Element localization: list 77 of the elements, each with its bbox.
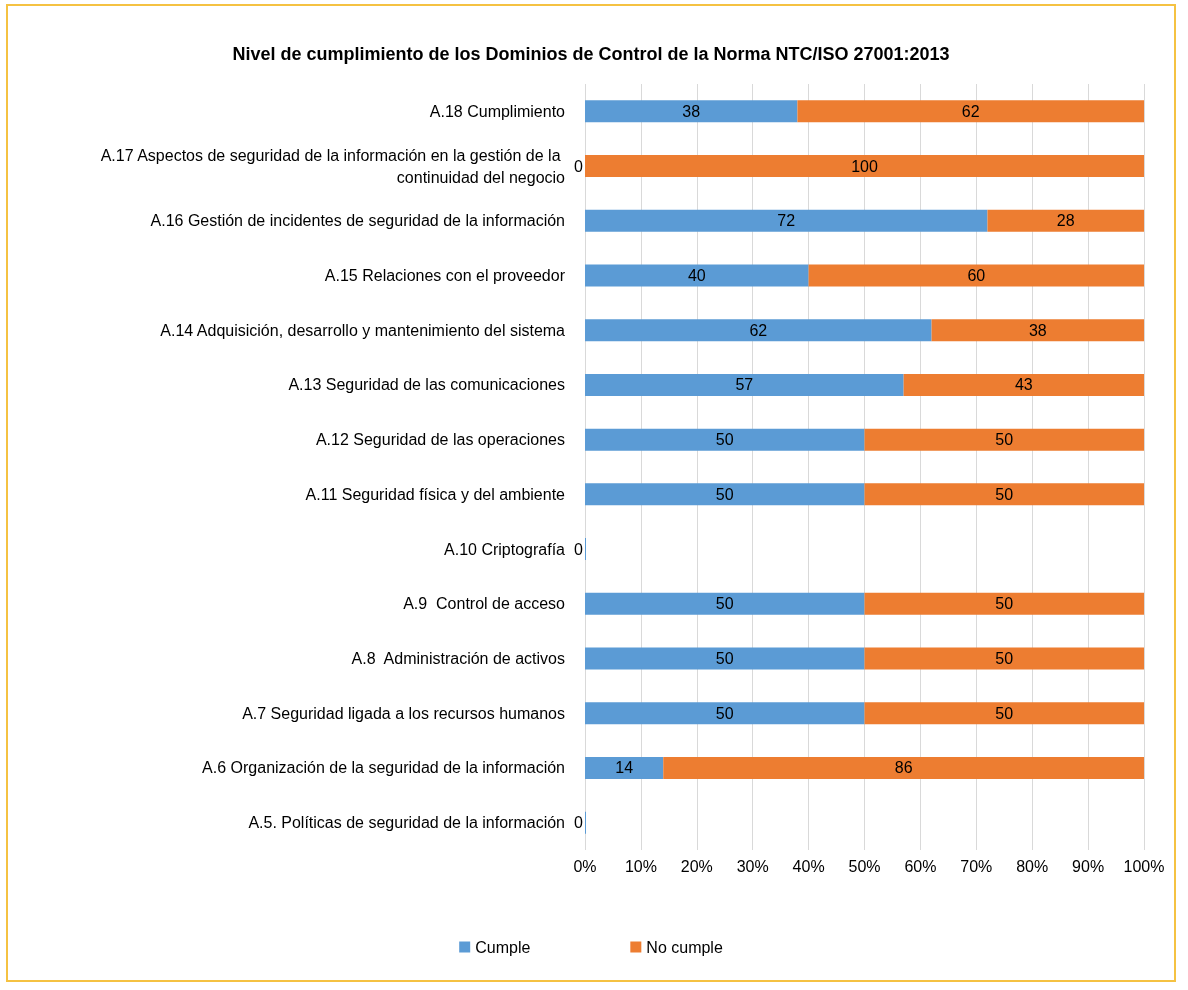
data-label: 0 — [574, 540, 584, 558]
legend-label: No cumple — [646, 938, 723, 956]
data-label: 60 — [967, 267, 986, 284]
data-label: 62 — [961, 102, 980, 120]
data-label: 100 — [851, 157, 878, 175]
x-tick-label: 80% — [1016, 857, 1049, 875]
data-label: 38 — [682, 102, 701, 120]
bar — [585, 209, 988, 232]
data-label: 14 — [615, 759, 634, 777]
x-tick-label: 10% — [624, 857, 657, 875]
data-label: 43 — [1014, 376, 1033, 394]
x-tick-label: 20% — [680, 857, 713, 875]
data-label: 57 — [735, 376, 754, 394]
y-tick-label: A.16 Gestión de incidentes de seguridad de la información — [150, 212, 565, 230]
y-tick-label: A.15 Relaciones con el proveedor — [324, 267, 566, 284]
x-tick-label: 60% — [904, 857, 937, 875]
bar — [931, 319, 1144, 342]
bar — [864, 592, 1144, 615]
data-label: 50 — [995, 431, 1014, 449]
data-label: 50 — [715, 704, 734, 722]
x-tick-label: 50% — [848, 857, 881, 875]
legend-label: Cumple — [475, 938, 531, 956]
bar — [585, 647, 865, 670]
y-tick-label: A.18 Cumplimiento — [429, 102, 566, 120]
bar — [808, 264, 1144, 287]
bar — [585, 702, 865, 725]
y-tick-label: A.13 Seguridad de las comunicaciones — [288, 376, 565, 394]
bar — [864, 428, 1144, 451]
y-tick-label: A.17 Aspectos de seguridad de la información en la gestión de la continuidad del negocio — [100, 146, 566, 186]
data-label: 86 — [894, 759, 913, 777]
bar — [585, 155, 1144, 178]
y-tick-label: A.11 Seguridad física y del ambiente — [305, 485, 566, 503]
data-label: 50 — [715, 595, 734, 613]
bar — [864, 647, 1144, 670]
bar — [585, 592, 865, 615]
data-label: 50 — [995, 650, 1014, 667]
data-label: 50 — [995, 595, 1014, 613]
x-tick-label: 90% — [1072, 857, 1105, 875]
data-label: 62 — [749, 321, 768, 339]
x-tick-label: 30% — [736, 857, 769, 875]
x-tick-label: 40% — [792, 857, 825, 875]
bar — [987, 209, 1144, 232]
y-tick-label: A.7 Seguridad ligada a los recursos humanos — [242, 704, 565, 722]
bar — [903, 373, 1144, 396]
bar — [864, 483, 1144, 506]
bar — [585, 756, 664, 779]
data-label: 0 — [574, 814, 584, 832]
bar — [663, 756, 1144, 779]
x-tick-label: 100% — [1123, 857, 1165, 875]
data-label: 38 — [1028, 321, 1047, 339]
y-tick-label: A.6 Organización de la seguridad de la información — [202, 759, 565, 777]
bar — [585, 100, 798, 123]
data-label: 40 — [687, 267, 706, 284]
x-tick-label: 70% — [960, 857, 993, 875]
y-tick-label: A.5. Políticas de seguridad de la información — [248, 814, 565, 832]
data-label: 50 — [715, 431, 734, 449]
data-label: 50 — [995, 485, 1014, 503]
chart-title: Nivel de cumplimiento de los Dominios de Control de la Norma NTC/ISO 27001:2013 — [232, 44, 950, 64]
data-label: 28 — [1056, 212, 1075, 230]
data-label: 0 — [574, 157, 584, 175]
data-label: 50 — [715, 650, 734, 667]
bar — [585, 428, 865, 451]
bar — [585, 264, 809, 287]
data-label: 50 — [995, 704, 1014, 722]
bar — [585, 319, 932, 342]
bar — [585, 483, 865, 506]
bar — [585, 373, 904, 396]
bar — [864, 702, 1144, 725]
y-tick-label: A.10 Criptografía — [444, 540, 566, 558]
y-tick-label: A.9 Control de acceso — [403, 595, 566, 613]
y-tick-label: A.8 Administración de activos — [351, 650, 565, 667]
x-tick-label: 0% — [573, 857, 597, 875]
y-tick-label: A.14 Adquisición, desarrollo y mantenimiento del sistema — [160, 321, 566, 339]
bar — [797, 100, 1144, 123]
data-label: 72 — [777, 212, 796, 230]
y-tick-label: A.12 Seguridad de las operaciones — [315, 431, 565, 449]
data-label: 50 — [715, 485, 734, 503]
